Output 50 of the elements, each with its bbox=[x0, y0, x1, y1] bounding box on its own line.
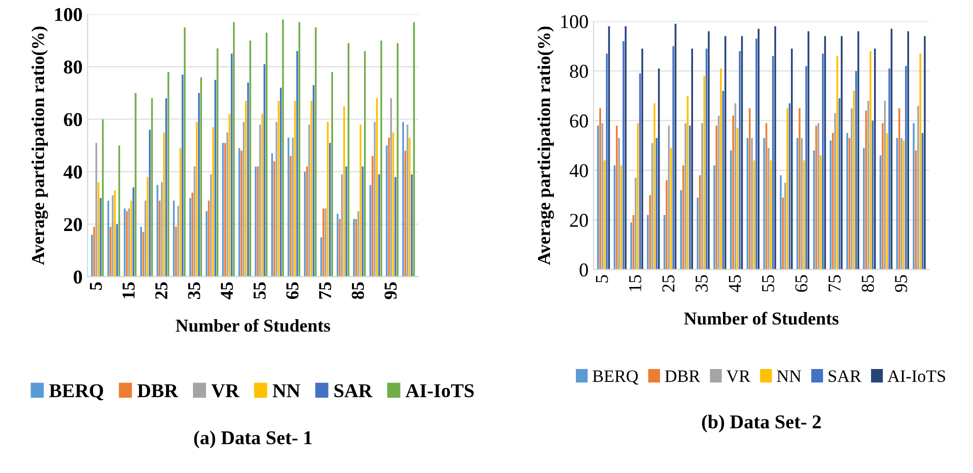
legend-label: NN bbox=[776, 370, 802, 382]
text: (a) Data Set- 1 bbox=[194, 430, 312, 448]
y-tick-label: 80 bbox=[64, 60, 82, 74]
x-tick-label: 15 bbox=[122, 282, 135, 298]
y-axis-title: Average participation ratio(%) bbox=[537, 26, 554, 265]
x-tick-label: 35 bbox=[188, 282, 200, 299]
y-tick-label: 100 bbox=[561, 15, 588, 28]
y-tick-label: 40 bbox=[64, 166, 82, 179]
x-tick-label: 55 bbox=[254, 282, 266, 299]
x-tick-label: 55 bbox=[762, 275, 774, 292]
y-tick-label: 20 bbox=[64, 218, 82, 232]
legend-label: NN bbox=[272, 384, 300, 398]
x-tick-label: 35 bbox=[696, 275, 708, 292]
y-tick-label: 80 bbox=[570, 64, 588, 78]
legend-label: VR bbox=[726, 370, 750, 382]
legend-label: BERQ bbox=[49, 384, 104, 400]
x-tick-label: 5 bbox=[90, 282, 102, 290]
x-tick-label: 25 bbox=[155, 282, 168, 299]
legend-label: BERQ bbox=[592, 370, 638, 385]
text: (b) Data Set- 2 bbox=[702, 414, 821, 432]
legend-label: VR bbox=[211, 384, 240, 398]
x-tick-label: 5 bbox=[596, 275, 608, 282]
x-tick-label: 75 bbox=[828, 275, 841, 292]
legend-label: DBR bbox=[137, 384, 178, 398]
x-tick-label: 65 bbox=[286, 282, 298, 300]
x-axis-title: Number of Students bbox=[176, 318, 330, 332]
x-tick-label: 45 bbox=[728, 275, 741, 292]
legend-label: DBR bbox=[665, 370, 700, 382]
x-tick-label: 25 bbox=[662, 275, 674, 292]
y-tick-label: 0 bbox=[74, 270, 82, 284]
y-tick-label: 20 bbox=[570, 214, 588, 227]
legend-label: SAR bbox=[828, 370, 862, 382]
y-tick-label: 60 bbox=[570, 114, 588, 128]
y-tick-label: 0 bbox=[580, 263, 588, 277]
y-tick-label: 40 bbox=[570, 164, 588, 178]
y-tick-label: 60 bbox=[64, 113, 82, 126]
x-tick-label: 85 bbox=[352, 282, 364, 300]
x-tick-label: 95 bbox=[895, 275, 908, 292]
legend-label: AI-IoTS bbox=[888, 370, 946, 382]
x-tick-label: 95 bbox=[384, 282, 397, 300]
x-tick-label: 65 bbox=[795, 275, 808, 292]
x-tick-label: 85 bbox=[862, 275, 874, 292]
x-tick-label: 75 bbox=[319, 282, 332, 299]
legend-label: AI-IoTS bbox=[406, 384, 474, 398]
x-tick-label: 45 bbox=[220, 282, 233, 300]
x-tick-label: 15 bbox=[629, 275, 642, 291]
y-axis-title: Average participation ratio(%) bbox=[31, 26, 48, 265]
y-tick-label: 100 bbox=[55, 8, 82, 22]
legend-label: SAR bbox=[334, 384, 373, 398]
x-axis-title: Number of Students bbox=[684, 312, 839, 325]
